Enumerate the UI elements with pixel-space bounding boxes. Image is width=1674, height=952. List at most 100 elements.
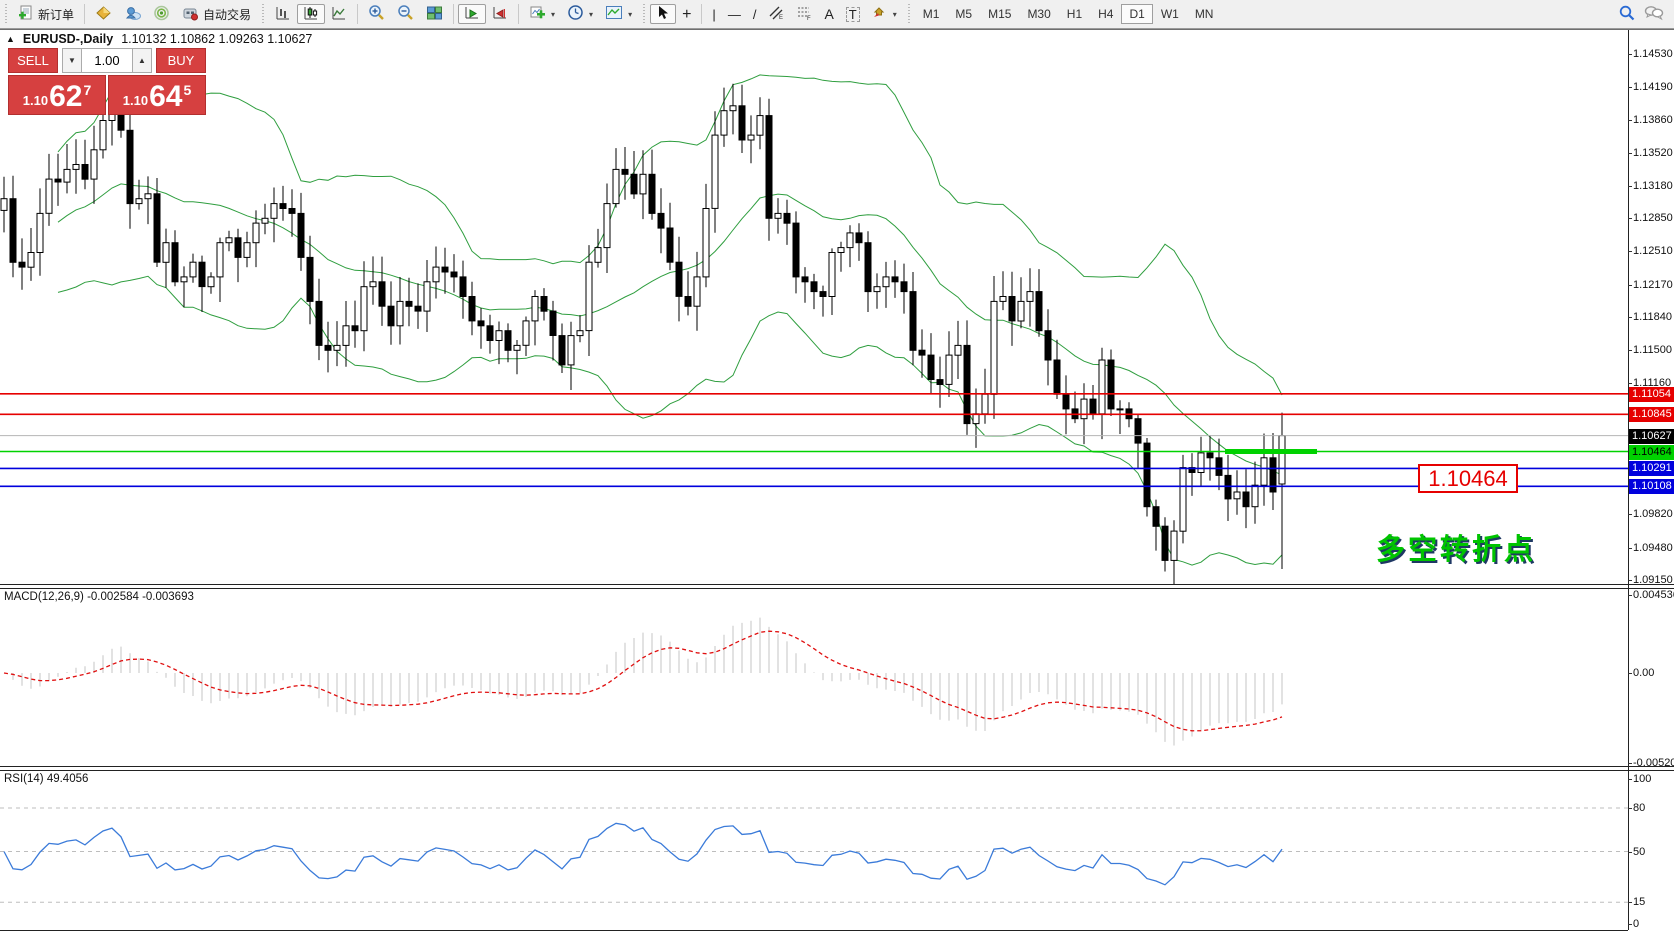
periods-clock-icon xyxy=(567,4,584,24)
crosshair-button[interactable]: + xyxy=(676,4,697,24)
axis-tick-label: 15 xyxy=(1633,896,1646,908)
rsi-line xyxy=(3,822,1283,886)
timeframe-m15[interactable]: M15 xyxy=(988,7,1012,21)
zoom-in-button[interactable] xyxy=(362,4,391,24)
volume-input[interactable]: 1.00 xyxy=(82,48,132,73)
pivot-annotation-text[interactable]: 多空转折点 xyxy=(1376,534,1537,566)
templates-button[interactable]: ▾ xyxy=(599,4,638,24)
axis-tick-label: 1.12170 xyxy=(1633,279,1673,291)
macd-pane-svg[interactable] xyxy=(0,589,1628,766)
periods-button[interactable]: ▾ xyxy=(561,4,599,24)
timeframe-d1[interactable]: D1 xyxy=(1121,4,1153,24)
auto-scroll-button[interactable] xyxy=(458,4,487,24)
timeframe-h4[interactable]: H4 xyxy=(1098,7,1114,21)
date-axis-border xyxy=(0,930,1628,931)
timeframe-h1[interactable]: H1 xyxy=(1066,7,1083,21)
community-button[interactable] xyxy=(118,4,147,24)
level-price-flag: 1.11054 xyxy=(1629,387,1674,402)
text-button[interactable]: A xyxy=(818,4,839,24)
timeframe-mn[interactable]: MN xyxy=(1194,7,1214,21)
crosshair-icon: + xyxy=(682,5,692,23)
signals-button[interactable] xyxy=(147,4,176,24)
autotrade-icon xyxy=(182,5,199,24)
toolbar-drag-handle[interactable] xyxy=(260,4,267,24)
vertical-line-button[interactable]: | xyxy=(706,4,721,24)
pane-separator[interactable] xyxy=(0,766,1674,771)
market-depth-button[interactable] xyxy=(89,4,118,24)
text-label-icon: T xyxy=(845,6,860,22)
main-toolbar: 新订单 xyxy=(0,0,1674,29)
level-price-flag: 1.10291 xyxy=(1629,461,1674,476)
trendline-button[interactable]: / xyxy=(747,4,763,24)
price-annotation-box[interactable]: 1.10464 xyxy=(1418,464,1518,493)
indicators-button[interactable]: ▾ xyxy=(523,4,561,24)
volume-decrease-button[interactable]: ▼ xyxy=(62,48,82,73)
price-chart-svg[interactable] xyxy=(0,28,1628,584)
sell-price-pip: 7 xyxy=(83,82,92,98)
chart-title-row: ▲ EURUSD-,Daily 1.10132 1.10862 1.09263 … xyxy=(6,32,312,46)
timeframe-m1[interactable]: M1 xyxy=(922,7,940,21)
new-order-icon xyxy=(18,5,34,24)
sell-price-main: 62 xyxy=(49,80,83,113)
sell-button[interactable]: SELL xyxy=(8,48,58,73)
horizontal-level-lines[interactable] xyxy=(0,392,1628,488)
cursor-button[interactable] xyxy=(650,4,677,24)
axis-tick-label: 1.14530 xyxy=(1633,48,1673,60)
indicators-icon xyxy=(529,5,546,24)
auto-scroll-icon xyxy=(464,5,480,24)
new-order-label: 新订单 xyxy=(38,7,75,22)
separator xyxy=(701,4,703,24)
one-click-trading-panel: SELL ▼ 1.00 ▲ BUY 1.10 62 7 1.10 64 5 xyxy=(8,48,206,115)
equidistant-channel-button[interactable]: E xyxy=(762,4,790,24)
horizontal-line-button[interactable]: — xyxy=(722,4,747,24)
chat-icon[interactable] xyxy=(1644,4,1664,24)
axis-tick-label: 1.13860 xyxy=(1633,114,1673,126)
svg-text:F: F xyxy=(807,16,811,20)
volume-increase-button[interactable]: ▲ xyxy=(132,48,152,73)
market-depth-icon xyxy=(95,5,112,24)
chart-shift-button[interactable] xyxy=(486,4,514,24)
timeframe-m30[interactable]: M30 xyxy=(1027,7,1051,21)
timeframe-w1[interactable]: W1 xyxy=(1160,7,1179,21)
level-price-flag: 1.10845 xyxy=(1629,407,1674,422)
new-order-button[interactable]: 新订单 xyxy=(12,4,80,24)
axis-tick-label: 1.11500 xyxy=(1633,344,1672,356)
collapse-icon[interactable]: ▲ xyxy=(6,34,15,44)
dropdown-arrow-icon: ▾ xyxy=(551,9,556,19)
level-price-flag: 1.10464 xyxy=(1629,445,1674,460)
candlestick-chart-button[interactable] xyxy=(297,4,326,24)
timeframe-m5[interactable]: M5 xyxy=(955,7,973,21)
zoom-out-button[interactable] xyxy=(391,4,420,24)
sell-quote-button[interactable]: 1.10 62 7 xyxy=(8,75,106,115)
zoom-out-icon xyxy=(397,4,414,24)
separator xyxy=(357,4,359,24)
pane-separator[interactable] xyxy=(0,584,1674,589)
templates-icon xyxy=(605,5,623,23)
chart-shift-icon xyxy=(492,5,508,24)
line-chart-button[interactable] xyxy=(325,4,353,24)
axis-tick-label: 1.11840 xyxy=(1633,311,1672,323)
toolbar-drag-handle[interactable] xyxy=(3,4,9,24)
buy-button[interactable]: BUY xyxy=(156,48,206,73)
rsi-pane-svg[interactable] xyxy=(0,771,1628,930)
toolbar-drag-handle[interactable] xyxy=(641,4,648,24)
arrows-button[interactable]: ▾ xyxy=(866,4,903,24)
cursor-icon xyxy=(656,5,670,23)
dropdown-arrow-icon: ▾ xyxy=(628,9,633,19)
tile-windows-button[interactable] xyxy=(420,4,449,24)
bollinger-bands xyxy=(57,74,1283,566)
axis-tick-label: 1.12510 xyxy=(1633,245,1673,257)
search-icon[interactable] xyxy=(1618,4,1636,25)
chart-ohlc-values: 1.10132 1.10862 1.09263 1.10627 xyxy=(121,32,313,46)
macd-label: MACD(12,26,9) -0.002584 -0.003693 xyxy=(4,591,194,603)
zoom-in-icon xyxy=(368,4,385,24)
autotrade-button[interactable]: 自动交易 xyxy=(176,4,257,24)
buy-quote-button[interactable]: 1.10 64 5 xyxy=(108,75,206,115)
bar-chart-button[interactable] xyxy=(269,4,297,24)
fibonacci-button[interactable]: F xyxy=(790,4,818,24)
text-label-button[interactable]: T xyxy=(840,4,866,24)
dropdown-arrow-icon: ▾ xyxy=(892,9,897,19)
toolbar-drag-handle[interactable] xyxy=(905,4,912,24)
axis-tick-label: 1.13520 xyxy=(1633,147,1673,159)
